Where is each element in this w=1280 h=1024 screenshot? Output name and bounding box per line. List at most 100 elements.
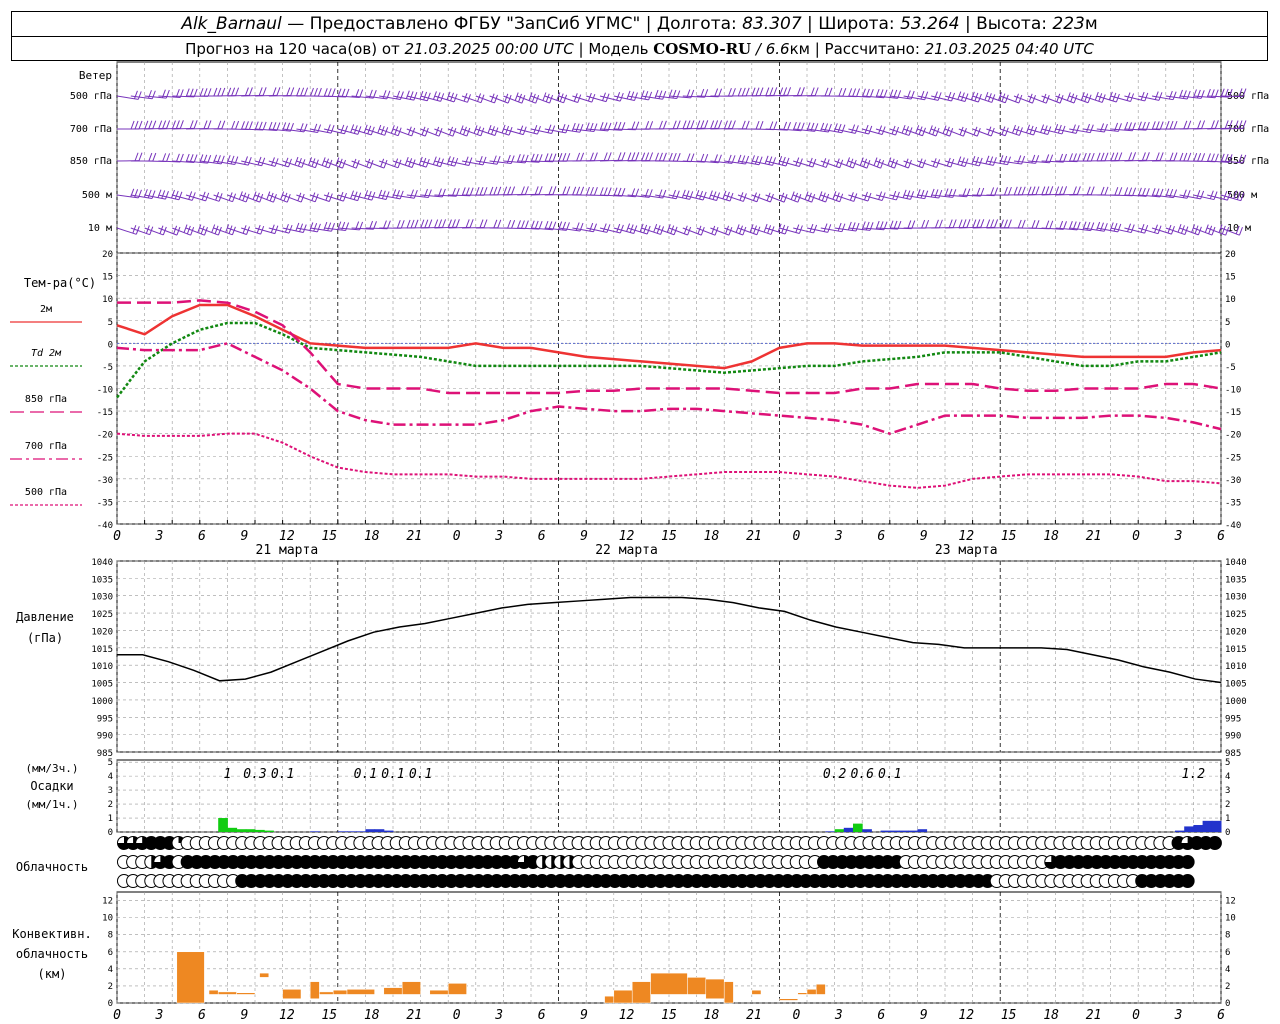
wind-barb-flag <box>480 127 485 137</box>
wind-barb-flag <box>990 219 995 228</box>
wind-barb-flag <box>593 152 598 161</box>
wind-barb-flag <box>520 220 525 229</box>
wind-barb-flag <box>410 189 414 198</box>
temperature-ytick-left: 20 <box>102 250 113 260</box>
wind-barb-flag <box>395 190 400 199</box>
wind-barb-flag <box>948 219 953 228</box>
pressure-unit: (гПа) <box>27 631 63 645</box>
wind-barb-flag <box>629 224 634 233</box>
wind-barb-flag <box>797 194 802 203</box>
wind-barb-flag <box>317 124 322 133</box>
wind-barb-flag <box>990 127 995 137</box>
wind-barb-flag <box>1242 120 1247 129</box>
temperature-hour-label: 21 <box>1086 529 1102 544</box>
wind-barb-flag <box>1169 120 1174 130</box>
wind-barb-flag <box>576 152 581 162</box>
wind-barb-flag <box>1028 93 1033 103</box>
temperature-legend-label: 2м <box>40 304 52 315</box>
model-resolution: / 6.6 <box>751 40 790 58</box>
wind-barb-flag <box>317 87 322 97</box>
wind-barb-flag <box>255 192 260 202</box>
wind-barb-flag <box>1124 187 1129 196</box>
wind-barb-flag <box>254 121 259 130</box>
precip-amount-label: 0.1 <box>409 767 432 782</box>
wind-barb-flag <box>800 87 805 96</box>
wind-barb-flag <box>990 187 995 196</box>
wind-barb <box>696 227 716 236</box>
wind-barb-flag <box>521 95 526 104</box>
wind-barb-flag <box>894 159 898 169</box>
wind-barb-flag <box>627 152 632 161</box>
wind-barb-flag <box>221 120 226 129</box>
wind-barb-flag <box>175 153 180 162</box>
temperature-ytick-right: -30 <box>1225 476 1241 486</box>
forecast-date: 21.03.2025 00:00 UTC <box>404 40 574 58</box>
wind-barb-flag <box>1082 152 1087 162</box>
wind-barb-flag <box>959 126 964 136</box>
wind-barb-flag <box>759 120 764 130</box>
wind-barb-flag <box>658 120 663 130</box>
wind-barb-flag <box>907 159 912 169</box>
wind-barb-flag <box>824 87 829 96</box>
wind-barb-flag <box>262 87 267 96</box>
wind-barb-flag <box>489 186 494 196</box>
wind-level-label-right: 10 м <box>1227 223 1251 234</box>
wind-barb-flag <box>469 187 474 196</box>
wind-barb-flag <box>171 189 175 199</box>
wind-level-label: 700 гПа <box>70 124 112 135</box>
wind-barb-flag <box>200 225 205 235</box>
wind-barb-flag <box>1059 94 1064 104</box>
wind-barb <box>503 95 523 104</box>
wind-barb-flag <box>497 186 502 196</box>
wind-barb-flag <box>1187 120 1192 129</box>
wind-barb-flag <box>1128 152 1133 161</box>
wind-barb <box>862 160 881 169</box>
provider-text: — Предоставлено ФГБУ "ЗапСиб УГМС" | Дол… <box>281 14 743 34</box>
wind-barb-flag <box>847 221 852 231</box>
wind-barb-flag <box>148 120 153 129</box>
wind-barb-flag <box>662 152 667 161</box>
wind-barb-flag <box>645 121 650 130</box>
wind-barb-flag <box>189 88 194 97</box>
wind-barb-flag <box>413 190 418 199</box>
wind-barb-flag <box>436 92 441 101</box>
wind-barb-flag <box>133 90 138 99</box>
wind-barb-flag <box>787 87 792 96</box>
pressure-ytick-left: 995 <box>97 714 113 724</box>
convective-ytick-right: 0 <box>1225 999 1230 1009</box>
wind-barb-flag <box>745 87 750 97</box>
wind-barb-flag <box>203 120 208 129</box>
wind-barb-flag <box>1042 93 1047 103</box>
wind-barb-flag <box>764 155 769 164</box>
temperature-series-1 <box>116 321 1222 399</box>
wind-barb-flag <box>217 120 222 129</box>
wind-barb-flag <box>378 189 383 199</box>
calculated-label: | Рассчитано: <box>809 40 925 58</box>
wind-barb-flag <box>1183 152 1188 162</box>
precip-amount-label: 0.1 <box>381 767 404 782</box>
wind-barb-flag <box>1187 152 1192 162</box>
wind-barb <box>682 227 702 236</box>
wind-barb-flag <box>668 152 673 162</box>
wind-barb <box>172 227 191 236</box>
bottom-hour-label: 18 <box>364 1008 380 1023</box>
wind-barb-flag <box>479 187 484 196</box>
wind-barb-flag <box>1226 191 1231 201</box>
temperature-hour-label: 18 <box>364 529 380 544</box>
wind-barb-flag <box>248 121 253 130</box>
wind-barb-flag <box>851 222 856 231</box>
wind-barb-flag <box>586 186 590 196</box>
wind-barb-flag <box>876 158 881 168</box>
wind-barb-flag <box>162 153 167 162</box>
latitude: 53.264 <box>900 14 960 34</box>
wind-barb-flag <box>735 224 740 233</box>
precip-bar <box>236 829 247 832</box>
wind-barb-flag <box>1211 226 1216 236</box>
wind-barb-flag <box>176 226 181 236</box>
wind-barb-flag <box>244 87 249 96</box>
precip-ytick-right: 2 <box>1225 800 1230 810</box>
wind-barb-flag <box>465 187 470 196</box>
wind-barb-flag <box>1155 152 1160 161</box>
wind-barb-flag <box>768 156 773 165</box>
precip-ytick-right: 0 <box>1225 828 1230 838</box>
